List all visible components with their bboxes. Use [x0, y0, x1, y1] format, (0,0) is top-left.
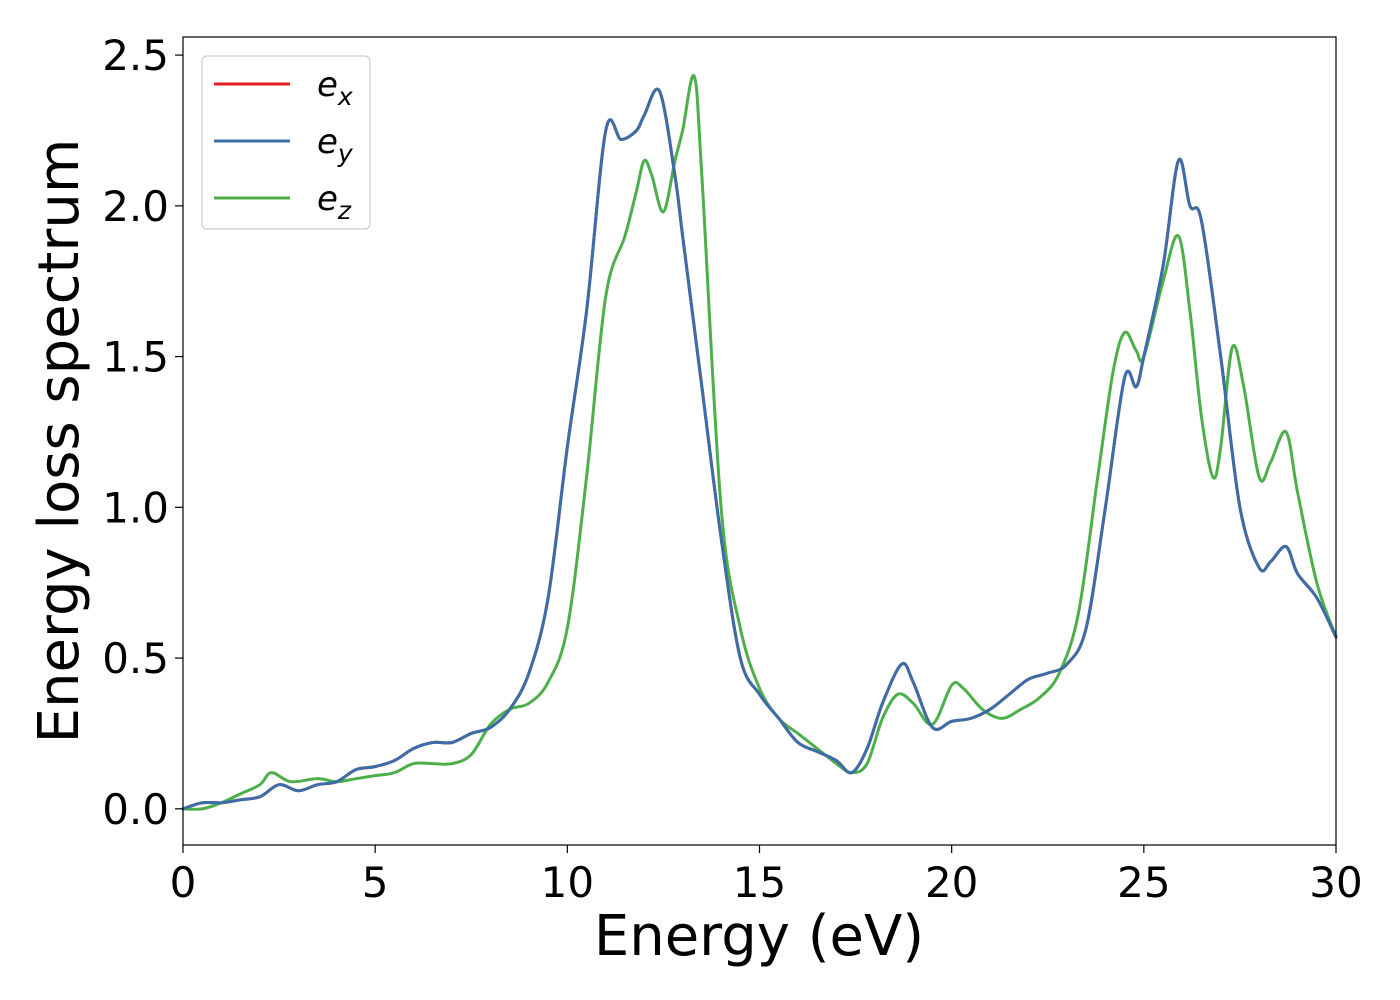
- y-tick-label: 0.5: [102, 634, 169, 683]
- legend-label-base: e: [317, 65, 338, 105]
- x-tick-label: 10: [541, 858, 594, 907]
- x-axis-title: Energy (eV): [594, 904, 924, 969]
- legend-label-ez: ez: [317, 179, 352, 225]
- legend-label-subscript: x: [337, 82, 353, 111]
- x-tick-label: 20: [925, 858, 978, 907]
- y-tick-label: 2.0: [102, 182, 169, 231]
- series-line-ey: [181, 87, 1338, 811]
- legend-label-subscript: y: [337, 139, 354, 168]
- legend-label-ey: ey: [317, 122, 354, 168]
- x-tick-label: 25: [1117, 858, 1170, 907]
- x-axis: 0 5 10 15 20 25 30: [170, 845, 1363, 907]
- series-layer: [181, 74, 1338, 811]
- legend-label-base: e: [317, 179, 338, 219]
- legend-label-base: e: [317, 122, 338, 162]
- x-tick-label: 30: [1309, 858, 1362, 907]
- y-axis: 0.0 0.5 1.0 1.5 2.0 2.5: [102, 31, 183, 834]
- legend-label-ex: ex: [317, 65, 353, 111]
- x-tick-label: 5: [362, 858, 389, 907]
- legend-label-subscript: z: [337, 196, 352, 225]
- y-tick-label: 2.5: [102, 31, 169, 80]
- y-tick-label: 0.0: [102, 785, 169, 834]
- x-tick-label: 15: [733, 858, 786, 907]
- y-tick-label: 1.0: [102, 483, 169, 532]
- y-tick-label: 1.5: [102, 333, 169, 382]
- y-axis-title: Energy loss spectrum: [27, 139, 92, 744]
- x-tick-label: 0: [170, 858, 197, 907]
